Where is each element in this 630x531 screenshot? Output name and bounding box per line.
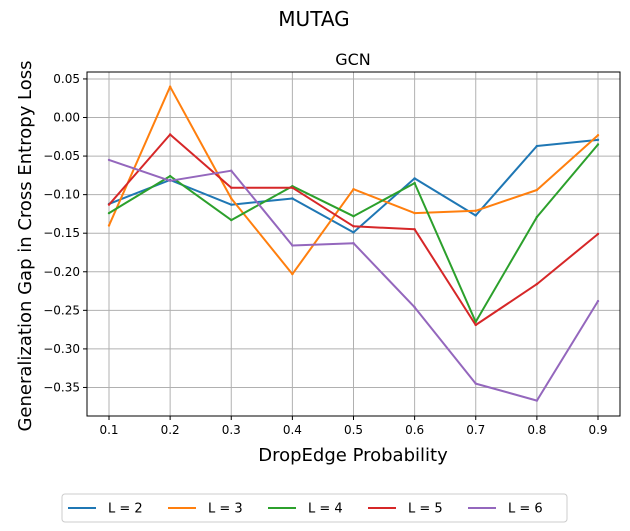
data-point: [535, 282, 539, 286]
legend-label: L = 4: [308, 502, 343, 517]
data-point: [352, 242, 355, 245]
chart-title: GCN: [335, 50, 371, 69]
data-point: [413, 211, 416, 215]
data-point: [168, 85, 172, 88]
y-tick-label: −0.10: [43, 188, 80, 202]
data-point: [352, 225, 355, 228]
x-tick-label: 0.9: [588, 423, 607, 437]
y-tick-label: −0.15: [43, 226, 80, 240]
data-point: [107, 211, 111, 215]
y-tick-label: −0.30: [43, 342, 80, 356]
data-point: [230, 186, 233, 189]
legend-label: L = 5: [408, 502, 443, 517]
x-tick-label: 0.5: [344, 423, 363, 437]
y-ticks: 0.05 0.00 −0.05 −0.10 −0.15 −0.20 −0.25 −0.30 −0…: [43, 72, 87, 394]
data-point: [413, 177, 416, 180]
y-axis-label: Generalization Gap in Cross Entropy Loss: [15, 60, 36, 431]
data-point: [474, 323, 477, 327]
data-point: [168, 174, 172, 178]
data-point: [413, 306, 416, 309]
data-point: [596, 143, 600, 146]
data-point: [291, 272, 294, 276]
legend-label: L = 6: [508, 502, 543, 517]
data-point: [413, 228, 416, 231]
data-point: [596, 134, 600, 137]
data-point: [352, 231, 355, 234]
data-point: [474, 214, 477, 217]
x-tick-label: 0.7: [466, 423, 485, 437]
data-point: [535, 399, 539, 402]
legend-label: L = 2: [108, 502, 143, 517]
x-tick-label: 0.8: [527, 423, 546, 437]
x-axis-label: DropEdge Probability: [258, 445, 448, 466]
data-point: [168, 179, 172, 182]
data-point: [168, 133, 172, 136]
data-point: [107, 158, 111, 162]
data-point: [596, 232, 600, 236]
legend: L = 2 L = 3 L = 4 L = 5 L = 6: [61, 493, 568, 523]
series-lines: [107, 85, 600, 402]
data-point: [291, 186, 294, 189]
y-tick-label: −0.05: [43, 149, 80, 163]
data-point: [474, 209, 477, 213]
data-point: [596, 299, 600, 303]
x-tick-label: 0.1: [99, 423, 118, 437]
figure-title: MUTAG: [278, 7, 349, 31]
data-point: [535, 188, 539, 192]
data-point: [474, 382, 477, 385]
data-point: [352, 215, 355, 218]
data-point: [291, 244, 294, 247]
legend-label: L = 3: [208, 502, 243, 517]
data-point: [230, 169, 233, 172]
data-point: [107, 224, 111, 227]
x-tick-label: 0.2: [161, 423, 180, 437]
data-point: [352, 188, 355, 191]
y-tick-label: 0.00: [53, 111, 80, 125]
data-point: [291, 197, 294, 200]
data-point: [596, 138, 600, 142]
y-tick-label: −0.25: [43, 303, 80, 317]
data-point: [230, 203, 233, 206]
y-tick-label: 0.05: [53, 72, 80, 86]
y-tick-label: −0.35: [43, 380, 80, 394]
x-tick-label: 0.6: [405, 423, 424, 437]
data-point: [413, 181, 416, 185]
data-point: [535, 144, 539, 148]
data-point: [107, 203, 111, 206]
data-point: [535, 215, 539, 219]
x-tick-label: 0.4: [283, 423, 302, 437]
legend-frame: [61, 493, 568, 523]
x-tick-label: 0.3: [222, 423, 241, 437]
data-point: [230, 197, 233, 200]
x-ticks: 0.1 0.2 0.3 0.4 0.5 0.6 0.7 0.8 0.9: [99, 416, 608, 437]
y-tick-label: −0.20: [43, 265, 80, 279]
data-point: [230, 218, 233, 222]
